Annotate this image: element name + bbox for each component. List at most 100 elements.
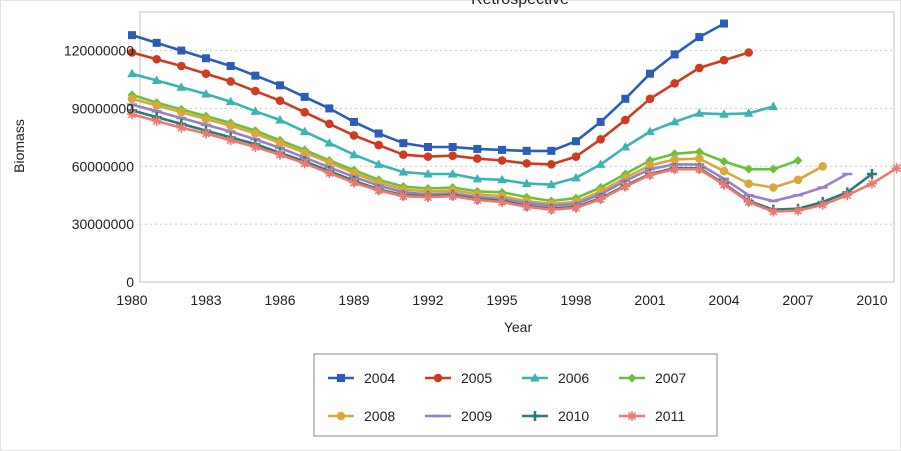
- data-point-2011-1980: [127, 109, 137, 120]
- data-point-2005-1991: [399, 150, 408, 160]
- x-tick-label-6: 1998: [560, 292, 591, 308]
- legend-marker-2010: [530, 411, 540, 421]
- x-tick-label-7: 2001: [634, 292, 665, 308]
- data-point-2006-1999: [595, 159, 606, 168]
- data-point-2011-1997: [546, 204, 557, 215]
- data-point-2011-2011: [891, 163, 901, 174]
- data-point-2007-2004: [719, 156, 729, 166]
- data-point-2008-2005: [744, 179, 753, 188]
- x-tick-label-9: 2007: [782, 292, 813, 308]
- data-point-2011-1984: [225, 135, 236, 146]
- legend-label-2006: 2006: [558, 370, 589, 386]
- series-line-2005: [131, 51, 750, 166]
- data-point-2004-1990: [374, 129, 383, 138]
- data-point-2004-1984: [226, 62, 235, 70]
- legend-label-2007: 2007: [655, 370, 686, 386]
- data-point-2011-2010: [867, 178, 877, 189]
- data-point-2008-1982: [177, 107, 186, 117]
- data-point-2005-1988: [325, 119, 334, 129]
- y-axis-tick-labels: 0 30000000 60000000 90000000 120000000: [64, 43, 134, 290]
- data-point-2006-2004: [719, 109, 729, 118]
- data-point-2011-1990: [373, 185, 384, 196]
- data-point-2004-2001: [646, 69, 654, 78]
- legend-item-2009: 2009: [425, 408, 492, 424]
- x-tick-label-5: 1995: [486, 292, 517, 308]
- data-point-2004-1980: [128, 31, 136, 40]
- data-point-2008-1987: [300, 148, 309, 158]
- data-point-2008-1985: [251, 129, 260, 138]
- legend-marker-2004: [337, 374, 345, 382]
- x-tick-label-8: 2004: [708, 292, 739, 308]
- data-point-2011-2001: [645, 169, 655, 180]
- x-tick-label-4: 1992: [412, 292, 443, 308]
- data-point-2005-1985: [251, 86, 260, 96]
- data-point-2006-1994: [472, 173, 483, 183]
- data-point-2004-1981: [152, 38, 161, 47]
- data-point-2011-2002: [669, 164, 680, 175]
- data-point-2004-1995: [498, 145, 506, 154]
- legend-label-2004: 2004: [364, 370, 395, 386]
- data-point-2011-1993: [447, 191, 458, 202]
- legend-item-2010: 2010: [522, 408, 589, 424]
- data-point-2005-1997: [547, 160, 556, 169]
- data-point-2008-2008: [818, 161, 827, 171]
- data-point-2007-2006: [768, 164, 778, 174]
- data-point-2006-1993: [447, 169, 458, 178]
- data-point-2004-1994: [473, 144, 482, 153]
- data-point-2006-2003: [694, 108, 705, 117]
- data-point-2006-1995: [497, 174, 507, 184]
- data-point-2006-1984: [225, 96, 236, 106]
- data-point-2011-1999: [595, 194, 606, 205]
- legend-item-2006: 2006: [522, 370, 589, 386]
- data-point-2008-2003: [695, 154, 704, 163]
- data-point-2005-1989: [349, 131, 359, 140]
- data-point-2008-1983: [201, 114, 211, 124]
- data-point-2011-2004: [719, 179, 729, 190]
- legend-label-2011: 2011: [655, 408, 685, 424]
- data-point-2004-1996: [522, 146, 531, 155]
- data-point-2011-2009: [842, 190, 853, 201]
- data-point-2011-1986: [275, 149, 285, 160]
- data-point-2011-2003: [694, 164, 705, 175]
- data-point-2007-2003: [694, 147, 704, 157]
- x-tick-label-1: 1983: [190, 292, 221, 308]
- legend-marker-2007: [627, 373, 637, 383]
- data-point-2004-2003: [695, 33, 704, 42]
- legend-label-2008: 2008: [364, 408, 395, 424]
- data-point-2005-2002: [670, 79, 679, 88]
- x-tick-label-10: 2010: [856, 292, 887, 308]
- legend-item-2005: 2005: [425, 370, 492, 386]
- legend-marker-2011: [627, 411, 637, 421]
- data-point-2006-1981: [151, 75, 162, 84]
- chart-title: Retrospective: [471, 0, 569, 8]
- legend-label-2010: 2010: [558, 408, 589, 424]
- legend-item-2007: 2007: [619, 370, 686, 386]
- data-point-2005-2003: [695, 63, 704, 73]
- legend-marker-2005: [433, 373, 443, 383]
- data-point-2005-1994: [473, 154, 482, 163]
- data-point-2004-1997: [547, 146, 556, 155]
- data-point-2006-1996: [521, 178, 532, 188]
- y-tick-label-4: 120000000: [64, 43, 134, 59]
- plot-area-frame: [139, 11, 895, 283]
- data-point-2011-1981: [151, 115, 162, 126]
- legend-box: [313, 353, 718, 437]
- data-point-2006-1985: [250, 106, 261, 115]
- data-point-2006-2000: [620, 142, 631, 151]
- data-point-2004-1988: [325, 104, 334, 113]
- data-point-2008-1986: [275, 138, 285, 148]
- legend-item-2004: 2004: [328, 370, 395, 386]
- data-point-2006-1992: [423, 169, 433, 178]
- series-2006: [127, 68, 779, 189]
- series-2004: [128, 19, 728, 155]
- data-point-2008-2004: [719, 166, 729, 176]
- data-point-2005-1993: [448, 151, 457, 160]
- data-point-2004-1982: [177, 46, 186, 55]
- data-point-2006-1980: [127, 68, 137, 78]
- data-point-2011-1996: [521, 201, 532, 212]
- data-point-2004-1992: [424, 143, 432, 151]
- data-point-2011-2005: [743, 196, 754, 207]
- data-point-2005-1995: [497, 156, 507, 165]
- data-point-2006-1989: [349, 149, 359, 159]
- data-point-2011-2007: [793, 205, 803, 216]
